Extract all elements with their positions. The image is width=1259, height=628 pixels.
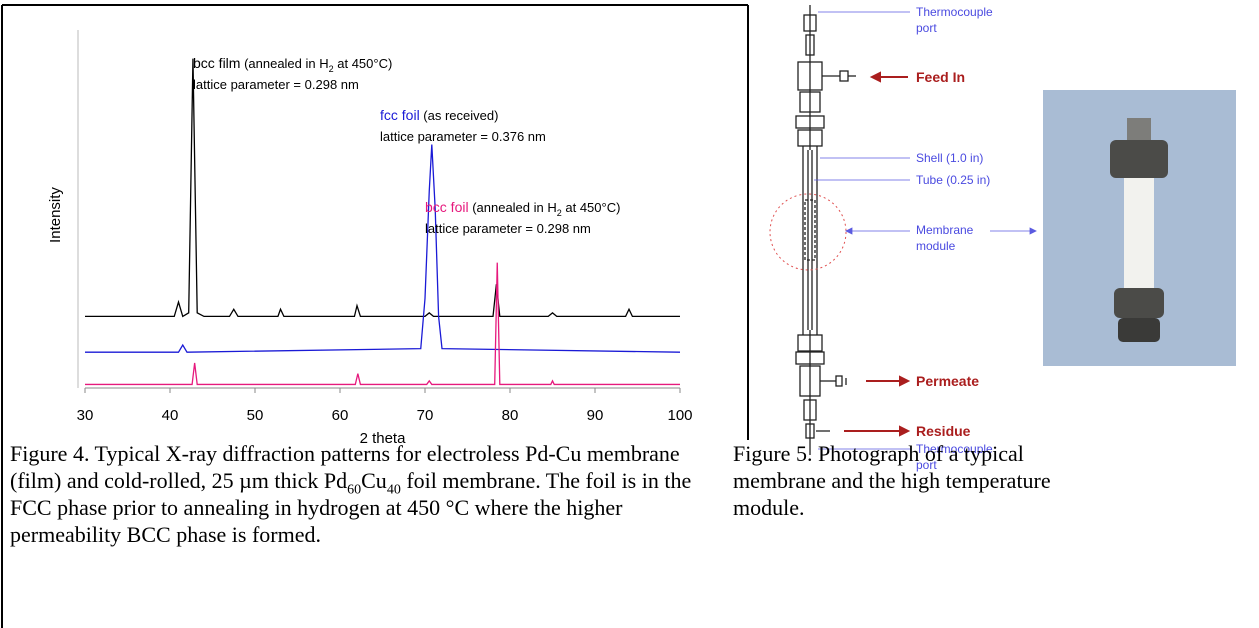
reactor-drawing [795,5,856,455]
phase-detail: (annealed in H [240,56,328,71]
diagram-label: Tube (0.25 in) [916,173,990,187]
photograph [1043,90,1236,366]
lattice-parameter: lattice parameter = 0.298 nm [193,77,359,92]
x-tick-label: 70 [417,407,434,424]
phase-name: bcc foil [425,199,469,215]
xrd-trace [85,144,681,353]
figure4-caption: Figure 4. Typical X-ray diffraction patt… [10,440,735,548]
diagram-label: Feed In [916,69,965,85]
leader-lines [814,11,1037,450]
x-tick-label: 40 [162,407,179,424]
figure5-caption: Figure 5. Photograph of a typical membra… [733,440,1078,521]
flow-arrows [844,71,911,437]
phase-name: bcc film [193,55,240,71]
subscript: 2 [329,64,334,74]
caption-text: Figure 4. Typical X-ray diffraction patt… [10,441,680,493]
diagram-label: port [916,21,937,35]
diagram-label: Permeate [916,373,979,389]
diagram-label: Residue [916,423,971,439]
subscript: 2 [557,208,562,218]
x-tick-label: 100 [667,407,692,424]
xrd-trace [85,58,680,318]
peak-annotation: fcc foil (as received) [380,107,498,123]
xrd-trace [85,262,680,386]
phase-detail: (annealed in H [469,200,557,215]
lattice-parameter: lattice parameter = 0.298 nm [425,221,591,236]
x-tick-label: 30 [77,407,94,424]
x-tick-label: 80 [502,407,519,424]
diagram-label: Thermocouple [916,442,993,456]
diagram-label: Shell (1.0 in) [916,151,983,165]
diagram-label: Membrane [916,223,974,237]
y-axis-label: Intensity [47,187,64,243]
x-axis-label: 2 theta [360,430,407,447]
x-tick-label: 90 [587,407,604,424]
phase-detail: at 450°C) [334,56,393,71]
lattice-parameter: lattice parameter = 0.376 nm [380,129,546,144]
diagram-label: Thermocouple [916,5,993,19]
peak-annotation: bcc foil (annealed in H2 at 450°C) [425,199,620,218]
x-tick-label: 50 [247,407,264,424]
phase-detail: (as received) [420,108,499,123]
diagram-label: module [916,239,956,253]
phase-name: fcc foil [380,107,420,123]
diagram-label: port [916,458,937,472]
caption-text: Figure 5. Photograph of a typical membra… [733,441,1051,520]
highlight-circle [769,193,847,271]
x-tick-label: 60 [332,407,349,424]
caption-text: foil membrane. The foil is in the FCC ph… [10,468,692,547]
caption-text: Cu [361,468,387,493]
peak-annotation: bcc film (annealed in H2 at 450°C) [193,55,392,74]
phase-detail: at 450°C) [562,200,621,215]
